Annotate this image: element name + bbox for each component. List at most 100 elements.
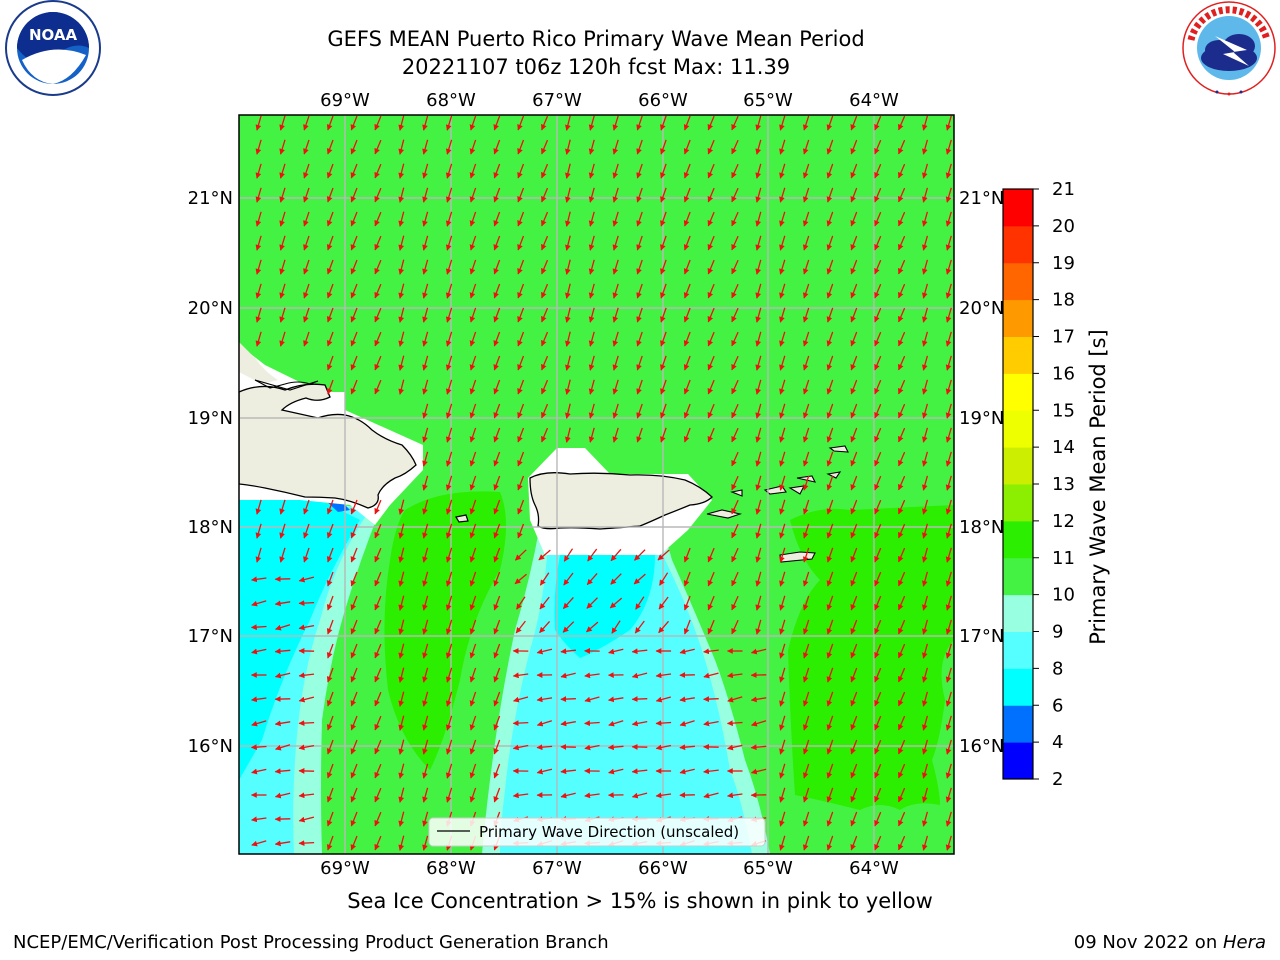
wave-direction-arrow	[850, 523, 858, 539]
wave-direction-arrow	[755, 139, 762, 155]
wave-direction-arrow	[584, 720, 600, 727]
noaa-logo: NOAA	[5, 0, 101, 96]
wave-direction-arrow	[274, 648, 291, 655]
wave-direction-arrow	[898, 331, 906, 347]
land-vieques	[706, 509, 743, 519]
lon-tick-top: 65°W	[743, 90, 793, 111]
wave-direction-arrow	[636, 187, 643, 203]
wave-direction-arrow	[326, 259, 334, 275]
wave-direction-arrow	[469, 355, 477, 371]
wave-direction-arrow	[703, 696, 719, 703]
wave-direction-arrow	[517, 259, 525, 275]
wave-direction-arrow	[422, 259, 429, 275]
wave-direction-arrow	[422, 643, 429, 659]
wave-direction-arrow	[612, 427, 619, 443]
wave-direction-arrow	[636, 355, 643, 371]
wave-direction-arrow	[612, 115, 619, 131]
wave-direction-arrow	[326, 667, 334, 683]
wave-direction-arrow	[874, 259, 882, 275]
wave-direction-arrow	[660, 139, 667, 155]
wave-direction-arrow	[469, 283, 477, 299]
wave-direction-arrow	[350, 379, 358, 395]
chart-title: GEFS MEAN Puerto Rico Primary Wave Mean …	[327, 27, 865, 51]
wave-direction-arrow	[374, 235, 382, 251]
wave-direction-arrow	[826, 763, 834, 779]
wave-direction-arrow	[779, 187, 786, 203]
wave-direction-arrow	[612, 307, 619, 323]
colorbar-tick-label: 2	[1052, 769, 1063, 790]
wave-direction-arrow	[731, 139, 739, 155]
wave-direction-arrow	[374, 259, 382, 275]
wave-direction-arrow	[898, 355, 906, 371]
footer-date-text: 09 Nov 2022 on	[1073, 932, 1223, 953]
wave-direction-arrow	[826, 235, 834, 251]
wave-direction-arrow	[755, 379, 762, 395]
wave-direction-arrow	[703, 768, 719, 775]
wave-direction-arrow	[921, 499, 929, 515]
wave-direction-arrow	[445, 235, 453, 251]
wave-direction-arrow	[726, 720, 743, 727]
wave-direction-arrow	[874, 187, 882, 203]
wave-direction-arrow	[251, 816, 267, 823]
wave-direction-arrow	[660, 307, 667, 323]
wave-direction-arrow	[898, 691, 906, 707]
wave-direction-arrow	[512, 744, 529, 751]
wave-direction-arrow	[921, 427, 929, 443]
wave-direction-arrow	[850, 283, 858, 299]
wave-direction-arrow	[541, 259, 549, 275]
lat-tick-left: 17°N	[188, 626, 233, 647]
wave-direction-arrow	[826, 331, 834, 347]
wave-direction-arrow	[779, 307, 786, 323]
wave-direction-arrow	[350, 643, 358, 659]
wave-direction-arrow	[707, 235, 715, 251]
wave-direction-arrow	[611, 620, 621, 634]
wave-direction-arrow	[422, 115, 429, 131]
wave-direction-arrow	[610, 573, 622, 585]
wave-direction-arrow	[636, 379, 643, 395]
wave-direction-arrow	[493, 115, 501, 131]
wave-direction-arrow	[445, 427, 453, 443]
wave-direction-arrow	[493, 451, 501, 467]
wave-direction-arrow	[921, 139, 929, 155]
wave-direction-arrow	[898, 547, 906, 563]
wave-direction-arrow	[731, 475, 739, 491]
wave-direction-arrow	[275, 624, 291, 631]
wave-direction-arrow	[683, 235, 691, 251]
wave-direction-arrow	[398, 835, 405, 851]
wave-direction-arrow	[655, 672, 672, 679]
wave-direction-arrow	[850, 403, 858, 419]
wave-direction-arrow	[874, 811, 882, 827]
wave-direction-arrow	[945, 307, 952, 323]
wave-direction-arrow	[802, 499, 810, 515]
wave-direction-arrow	[398, 787, 405, 803]
wave-direction-arrow	[445, 499, 453, 515]
wave-direction-arrow	[422, 475, 429, 491]
lat-tick-left: 18°N	[188, 517, 233, 538]
wave-direction-arrow	[921, 691, 929, 707]
wave-direction-arrow	[326, 235, 334, 251]
wave-direction-arrow	[683, 355, 691, 371]
wave-direction-arrow	[493, 619, 501, 635]
wave-direction-arrow	[398, 355, 405, 371]
wave-direction-arrow	[707, 331, 715, 347]
wave-direction-arrow	[874, 643, 882, 659]
wave-direction-arrow	[493, 163, 501, 179]
wave-direction-arrow	[655, 744, 672, 751]
wave-direction-arrow	[565, 427, 571, 443]
wave-direction-arrow	[350, 187, 358, 203]
wave-direction-arrow	[731, 403, 739, 419]
wave-direction-arrow	[707, 307, 715, 323]
patch-period-11-12-west	[384, 491, 506, 770]
wave-direction-arrow	[826, 547, 834, 563]
wave-direction-arrow	[945, 187, 952, 203]
wave-direction-arrow	[826, 115, 834, 131]
wave-direction-arrow	[493, 523, 501, 539]
lat-tick-right: 18°N	[959, 517, 1004, 538]
wave-direction-arrow	[612, 331, 619, 347]
lon-tick-bottom: 64°W	[849, 858, 899, 879]
wave-direction-arrow	[636, 403, 643, 419]
wave-direction-arrow	[655, 696, 671, 703]
wave-direction-arrow	[802, 811, 810, 827]
wave-direction-arrow	[326, 379, 334, 395]
wave-direction-arrow	[850, 571, 858, 587]
